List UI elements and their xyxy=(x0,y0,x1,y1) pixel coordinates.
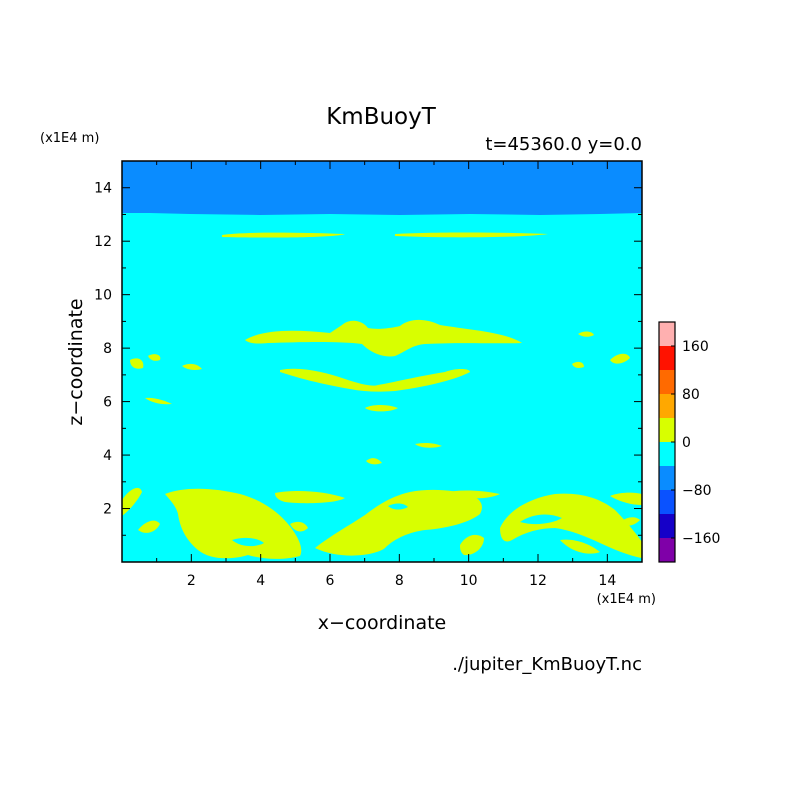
contour-patch xyxy=(315,489,482,556)
colorbar-bin xyxy=(659,514,675,538)
chart-subtitle: t=45360.0 y=0.0 xyxy=(485,134,642,155)
contour-hole xyxy=(232,537,264,547)
zero-contour-gaps xyxy=(232,503,562,547)
y-axis-label: z−coordinate xyxy=(65,298,87,425)
contour-patch xyxy=(165,488,302,559)
contour-patch xyxy=(245,319,522,357)
x-tick-label: 4 xyxy=(256,573,265,589)
contour-hole xyxy=(520,514,562,525)
x-tick-label: 6 xyxy=(326,573,335,589)
colorbar-bin xyxy=(659,418,675,442)
colorbar-label: −160 xyxy=(682,531,720,547)
contour-patch xyxy=(460,534,484,556)
colorbar-label: 0 xyxy=(682,435,691,451)
contour-patch xyxy=(290,521,308,532)
contour-patch xyxy=(560,539,600,554)
colorbar: 160 80 0 −80 −160 xyxy=(658,321,720,563)
contour-patch xyxy=(572,361,584,368)
colorbar-bin xyxy=(659,538,675,562)
colorbar-label: −80 xyxy=(682,483,712,499)
y-tick-label: 10 xyxy=(94,288,112,304)
colorbar-bin xyxy=(659,346,675,370)
x-axis-label: x−coordinate xyxy=(318,612,447,634)
chart-title: KmBuoyT xyxy=(326,104,437,130)
y-tick-label: 2 xyxy=(103,502,112,518)
x-unit-label: (x1E4 m) xyxy=(597,592,656,607)
colorbar-bin xyxy=(659,466,675,490)
colorbar-bin xyxy=(659,442,675,466)
y-tick-label: 6 xyxy=(103,395,112,411)
contour-patch xyxy=(145,397,172,405)
contour-patch xyxy=(500,493,642,558)
contour-patch xyxy=(222,232,345,238)
contour-patch xyxy=(280,368,470,392)
contour-patch xyxy=(395,232,548,238)
contour-patch xyxy=(365,405,398,412)
x-tick-label: 12 xyxy=(529,573,547,589)
contour-patch xyxy=(620,517,640,526)
contour-patch xyxy=(130,358,144,369)
contour-patch xyxy=(182,363,202,370)
contour-patch xyxy=(275,490,345,504)
contour-patch xyxy=(610,353,630,364)
y-tick-label: 14 xyxy=(94,181,112,197)
contour-patch xyxy=(578,331,594,337)
y-tick-label: 4 xyxy=(103,448,112,464)
axis-ticks xyxy=(122,161,642,562)
colorbar-label: 160 xyxy=(682,339,709,355)
x-tick-label: 14 xyxy=(598,573,616,589)
contour-patch xyxy=(366,458,382,465)
contour-patch xyxy=(610,492,642,505)
colorbar-label: 80 xyxy=(682,387,700,403)
y-unit-label: (x1E4 m) xyxy=(40,131,99,146)
colorbar-bin xyxy=(659,322,675,346)
tick-labels: 2 4 6 8 10 12 14 2 4 6 8 10 12 14 xyxy=(94,181,616,589)
colorbar-bin xyxy=(659,394,675,418)
x-tick-label: 8 xyxy=(395,573,404,589)
source-file-label: ./jupiter_KmBuoyT.nc xyxy=(452,654,642,675)
contour-patch xyxy=(138,520,160,533)
upper-layer xyxy=(122,161,642,215)
x-tick-label: 10 xyxy=(460,573,478,589)
colorbar-bin xyxy=(659,370,675,394)
contour-hole xyxy=(388,503,408,510)
contour-patch xyxy=(442,490,500,499)
contour-patch xyxy=(415,442,442,448)
y-tick-label: 8 xyxy=(103,341,112,357)
plot-frame xyxy=(121,160,643,563)
contour-patch xyxy=(148,354,161,361)
colorbar-bin xyxy=(659,490,675,514)
y-tick-label: 12 xyxy=(94,234,112,250)
x-tick-label: 2 xyxy=(187,573,196,589)
plot-area xyxy=(122,161,642,562)
positive-patches xyxy=(122,232,642,559)
